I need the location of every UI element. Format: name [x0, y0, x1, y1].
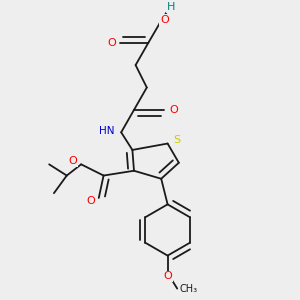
Text: H: H — [167, 2, 175, 13]
Text: O: O — [160, 15, 169, 25]
Text: HN: HN — [99, 126, 115, 136]
Text: O: O — [169, 105, 178, 115]
Text: S: S — [174, 135, 181, 145]
Text: O: O — [86, 196, 95, 206]
Text: O: O — [107, 38, 116, 48]
Text: CH₃: CH₃ — [179, 284, 197, 294]
Text: O: O — [69, 156, 77, 166]
Text: O: O — [163, 272, 172, 281]
